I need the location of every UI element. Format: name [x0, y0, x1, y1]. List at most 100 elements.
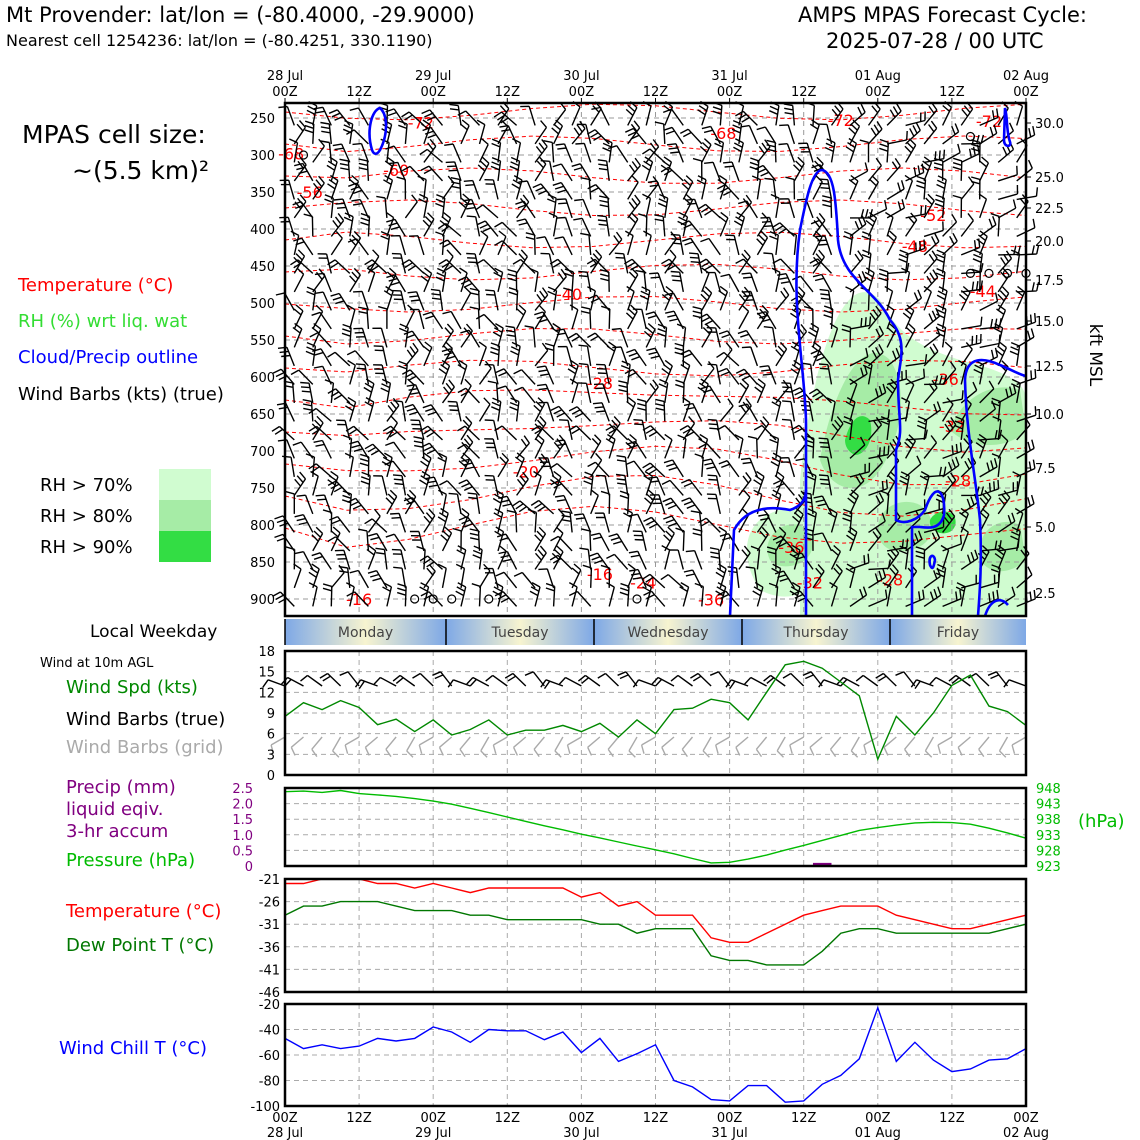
- grid-wind-barb: [311, 736, 323, 758]
- wind-barb: [466, 215, 481, 237]
- wind-barb: [476, 220, 499, 237]
- wind-barb: [738, 249, 751, 274]
- top-time-label: 12Z: [495, 85, 521, 100]
- weekday-label: Thursday: [782, 625, 848, 641]
- pressure-tick-label: 550: [250, 334, 275, 349]
- wind-barb: [920, 156, 933, 182]
- grid-wind-barb: [438, 736, 453, 756]
- wind-barb: [749, 157, 760, 181]
- wind-barb: [327, 388, 351, 404]
- wind-barb: [971, 176, 981, 200]
- wind-barb: [997, 286, 1010, 311]
- wind-barb: [675, 527, 685, 551]
- surface-wind-barb: [744, 676, 767, 687]
- wind-barb: [781, 382, 796, 404]
- wind-barb: [809, 119, 820, 145]
- wind-barb: [326, 156, 338, 182]
- wind-barb: [768, 582, 779, 607]
- wind-barb: [701, 323, 713, 348]
- wind-barb: [733, 211, 746, 237]
- wind-barb: [661, 285, 674, 311]
- wind-barb: [756, 126, 777, 145]
- wind-barb: [775, 287, 790, 311]
- wind-barb: [769, 231, 779, 255]
- wind-barb: [679, 128, 703, 145]
- height-tick-label: 5.0: [1035, 521, 1056, 536]
- wind-barb: [697, 378, 709, 404]
- wind-barb: [812, 273, 833, 293]
- wind-barb: [456, 545, 467, 570]
- pressure-tick-label: 700: [250, 445, 275, 460]
- wind-barb: [520, 105, 536, 126]
- height-tick-label: 12.5: [1035, 360, 1064, 375]
- wind-barb: [398, 360, 408, 385]
- grid-wind-barb: [924, 736, 935, 758]
- wind-barb: [901, 397, 911, 422]
- wind-barb: [942, 232, 958, 256]
- top-date-label: 01 Aug: [855, 69, 901, 84]
- wind-barb: [682, 416, 696, 441]
- wind-barb: [348, 182, 369, 200]
- wind-barb: [494, 425, 518, 441]
- wind-barb: [545, 582, 556, 607]
- wind-barb: [590, 489, 599, 515]
- temperature-contour: [284, 103, 1027, 121]
- wind-barb: [803, 527, 814, 551]
- wind-barb: [441, 379, 455, 404]
- windchill-tick-label: -40: [259, 1024, 280, 1039]
- wind-barb: [845, 286, 855, 311]
- wind-barb: [674, 342, 685, 366]
- wind-barb: [401, 259, 425, 274]
- grid-wind-barb: [344, 736, 360, 754]
- wind-barb: [384, 460, 406, 478]
- wind-barb: [936, 286, 948, 311]
- wind-barb: [812, 212, 826, 237]
- wind-barb: [923, 326, 941, 348]
- wind-barb: [867, 101, 881, 126]
- wind-barb: [419, 148, 443, 163]
- wind-barb: [399, 323, 409, 348]
- wind-barb: [327, 351, 351, 367]
- wind-barb: [509, 156, 521, 182]
- bottom-time-label: 12Z: [495, 1111, 521, 1126]
- wind-barb: [344, 452, 354, 478]
- wind-barb: [979, 400, 997, 422]
- wind-barb: [642, 148, 666, 163]
- wind-barb: [849, 472, 865, 496]
- wind-barb: [311, 552, 332, 570]
- wind-barb: [460, 323, 473, 348]
- wind-barb: [385, 533, 406, 552]
- wind-barb: [600, 305, 611, 329]
- surface-wind-barb: [485, 674, 508, 687]
- cloud-outline: [928, 554, 937, 570]
- wind-barb: [977, 545, 990, 570]
- wind-barb: [961, 333, 982, 349]
- top-time-label: 00Z: [1013, 85, 1039, 100]
- wind-barb: [979, 216, 997, 237]
- wind-barb: [680, 349, 703, 367]
- wind-barb: [346, 350, 369, 367]
- calm-marker: [965, 131, 976, 142]
- pressure-panel-frame: [283, 786, 1028, 868]
- pressure-tick-label: 943: [1036, 798, 1061, 813]
- height-axis-label: kft MSL: [1085, 324, 1105, 387]
- wind-barb: [534, 120, 548, 145]
- wind-barb: [606, 341, 617, 367]
- wind-barb: [681, 497, 703, 515]
- wind-barb: [404, 489, 417, 515]
- precip-label-3: 3-hr accum: [66, 821, 169, 842]
- wind-barb: [1009, 341, 1021, 366]
- wind-barb: [628, 550, 647, 570]
- wind-barb: [624, 230, 634, 256]
- wind-barb: [577, 382, 592, 404]
- wind-barb: [867, 527, 882, 552]
- temperature-contour: [284, 167, 1027, 184]
- wind-barb: [305, 341, 317, 366]
- windchill-tick-label: -20: [259, 998, 280, 1013]
- grid-wind-barb: [290, 736, 304, 756]
- wind-barb: [594, 512, 610, 533]
- wind-barb: [422, 126, 444, 145]
- wind-barb: [961, 280, 983, 293]
- wind-barb: [314, 272, 332, 293]
- wind-barb: [649, 272, 666, 293]
